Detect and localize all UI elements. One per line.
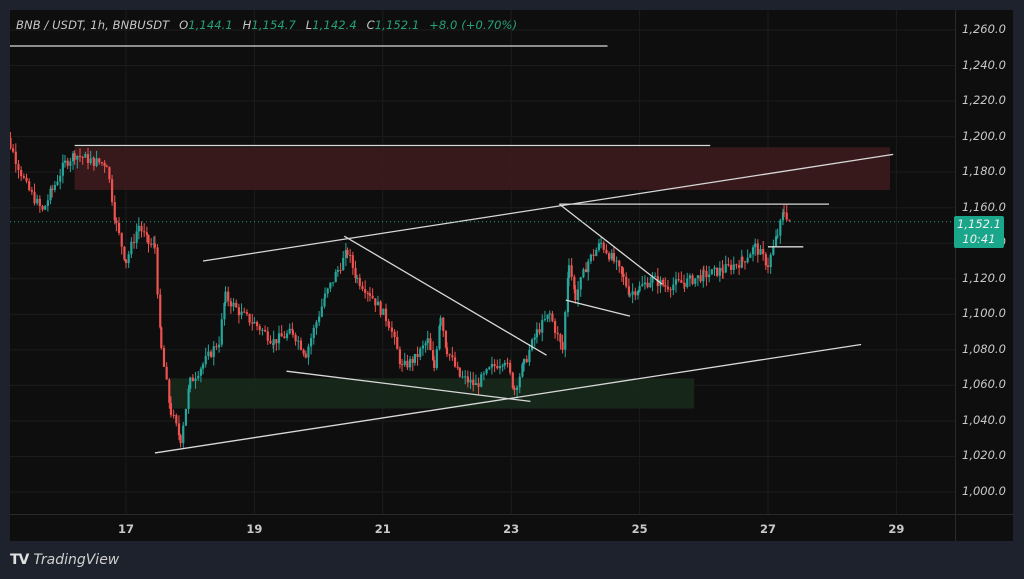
bar-countdown: 10:41 <box>962 232 996 246</box>
price-tick: 1,240.0 <box>962 57 1006 72</box>
tradingview-branding[interactable]: TV TradingView <box>10 552 119 568</box>
symbol-legend: BNB / USDT, 1h, BNBUSDT O1,144.1 H1,154.… <box>16 18 517 32</box>
price-tick: 1,060.0 <box>962 377 1006 392</box>
close-label: C <box>366 18 375 32</box>
high-label: H <box>242 18 252 32</box>
low-label: L <box>305 18 313 32</box>
high-value: 1,154.7 <box>251 18 296 32</box>
descending-support-2 <box>565 299 631 317</box>
price-tick: 1,260.0 <box>962 22 1006 36</box>
open-value: 1,144.1 <box>188 18 233 32</box>
price-tick: 1,160.0 <box>962 199 1006 214</box>
symbol-label: BNB / USDT, 1h, BNBUSDT <box>16 18 170 32</box>
open-label: O <box>179 18 189 32</box>
low-value: 1,142.4 <box>312 18 357 32</box>
price-tick: 1,040.0 <box>962 412 1006 427</box>
price-tick: 1,200.0 <box>962 128 1006 143</box>
tradingview-logo-icon: TV <box>10 552 29 568</box>
price-tick: 1,020.0 <box>962 448 1006 463</box>
descending-support-1 <box>286 370 531 403</box>
date-tick: 25 <box>631 522 648 536</box>
price-tick: 1,120.0 <box>962 270 1006 285</box>
last-price-tag: 1,152.1 10:41 <box>954 216 1004 248</box>
brand-name: TradingView <box>33 552 120 568</box>
date-tick: 19 <box>246 522 263 536</box>
price-tick: 1,220.0 <box>962 93 1006 108</box>
price-tick: 1,080.0 <box>962 341 1006 356</box>
last-price-value: 1,152.1 <box>957 217 1001 231</box>
descending-line-1 <box>343 235 547 356</box>
date-tick: 17 <box>117 522 135 536</box>
chart-panel[interactable] <box>10 10 1013 541</box>
date-tick: 29 <box>888 522 905 536</box>
price-tick: 1,180.0 <box>962 164 1006 179</box>
rising-channel-top <box>202 153 894 262</box>
close-value: 1,152.1 <box>374 18 420 32</box>
date-tick: 23 <box>503 522 520 536</box>
price-tick: 1,000.0 <box>962 484 1006 499</box>
change-value: +8.0 (+0.70%) <box>429 18 518 32</box>
price-tick: 1,100.0 <box>962 306 1006 321</box>
date-tick: 27 <box>759 522 777 536</box>
date-tick: 21 <box>374 522 391 536</box>
candles <box>10 131 791 448</box>
price-chart-canvas[interactable] <box>10 10 1013 541</box>
supply-zone <box>74 147 890 190</box>
descending-line-2 <box>558 203 663 285</box>
